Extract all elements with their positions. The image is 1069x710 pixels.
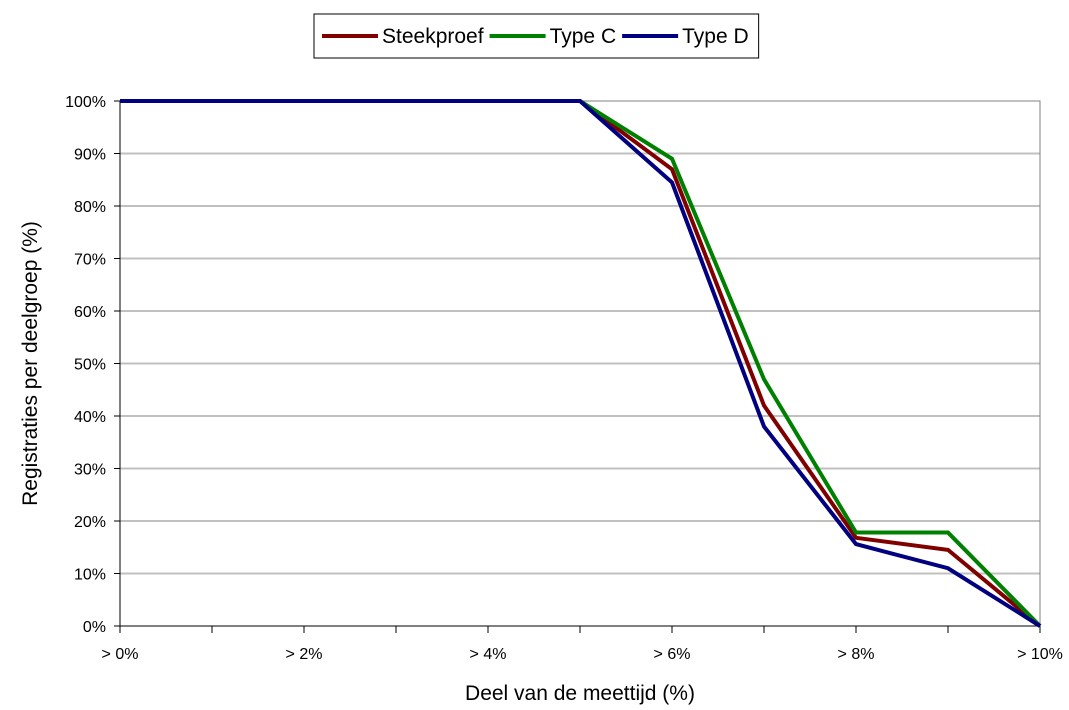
y-tick-label: 10%	[74, 567, 106, 584]
y-tick-label: 70%	[74, 252, 106, 269]
y-tick-label: 30%	[74, 462, 106, 479]
y-tick-label: 50%	[74, 357, 106, 374]
y-tick-labels: 0% 10% 20% 30% 40% 50% 60% 70% 80% 90% 100%	[65, 94, 106, 636]
legend: Steekproef Type C Type D	[313, 13, 760, 59]
x-tick-label: > 8%	[838, 646, 875, 663]
legend-label: Steekproef	[382, 25, 484, 48]
legend-label: Type D	[682, 25, 749, 48]
x-tick-label: > 10%	[1017, 646, 1063, 663]
x-tick-label: > 2%	[286, 646, 323, 663]
x-tick-label: > 4%	[470, 646, 507, 663]
y-tick-label: 90%	[74, 147, 106, 164]
y-tick-label: 0%	[83, 619, 106, 636]
y-tick-label: 100%	[65, 94, 106, 111]
x-tick-label: > 6%	[654, 646, 691, 663]
legend-label: Type C	[550, 25, 617, 48]
series-line	[120, 99, 1042, 628]
x-axis-title: Deel van de meettijd (%)	[465, 682, 695, 705]
y-tick-label: 80%	[74, 199, 106, 216]
y-axis-title: Registraties per deelgroep (%)	[19, 221, 42, 506]
axes	[114, 100, 1041, 633]
gridlines	[120, 152, 1040, 575]
x-tick-label: > 0%	[102, 646, 139, 663]
series-lines	[120, 99, 1042, 628]
x-tick-labels: > 0% > 2% > 4% > 6% > 8% > 10%	[102, 646, 1063, 663]
y-tick-label: 40%	[74, 409, 106, 426]
y-tick-label: 60%	[74, 304, 106, 321]
y-tick-label: 20%	[74, 514, 106, 531]
